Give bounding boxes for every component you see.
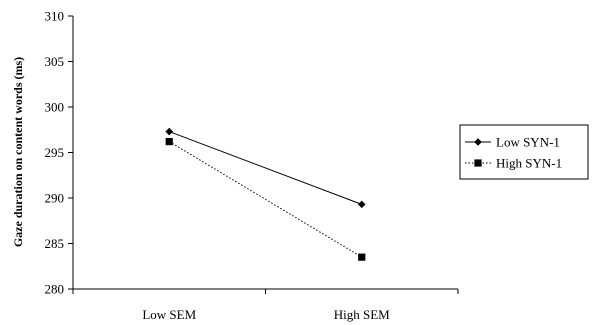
x-tick-label: Low SEM [142, 307, 196, 322]
data-point-series-2 [358, 253, 366, 261]
x-tick-label: High SEM [334, 307, 390, 322]
y-tick-label: 310 [45, 9, 65, 24]
y-tick-label: 295 [45, 145, 65, 160]
y-tick-label: 290 [45, 191, 65, 206]
legend-marker-2 [474, 159, 482, 167]
legend-marker-1 [474, 138, 482, 146]
x-axis: Low SEM High SEM [72, 288, 459, 322]
y-tick-label: 285 [45, 236, 65, 251]
legend: Low SYN-1 High SYN-1 [459, 124, 589, 180]
legend-label-1: Low SYN-1 [496, 135, 560, 150]
y-tick-label: 300 [45, 100, 65, 115]
y-tick-label: 305 [45, 54, 65, 69]
data-point-series-1 [357, 200, 366, 209]
legend-box [459, 124, 589, 180]
series-line-1 [169, 131, 362, 205]
y-axis: 280 285 290 295 300 305 310 [45, 9, 74, 297]
data-point-series-1 [165, 127, 174, 136]
y-axis-title: Gaze duration on content words (ms) [11, 57, 25, 247]
plot-series [165, 127, 366, 261]
series-line-2 [168, 141, 363, 258]
y-tick-label: 280 [45, 282, 65, 297]
data-point-series-2 [165, 137, 173, 146]
legend-label-2: High SYN-1 [496, 156, 562, 171]
